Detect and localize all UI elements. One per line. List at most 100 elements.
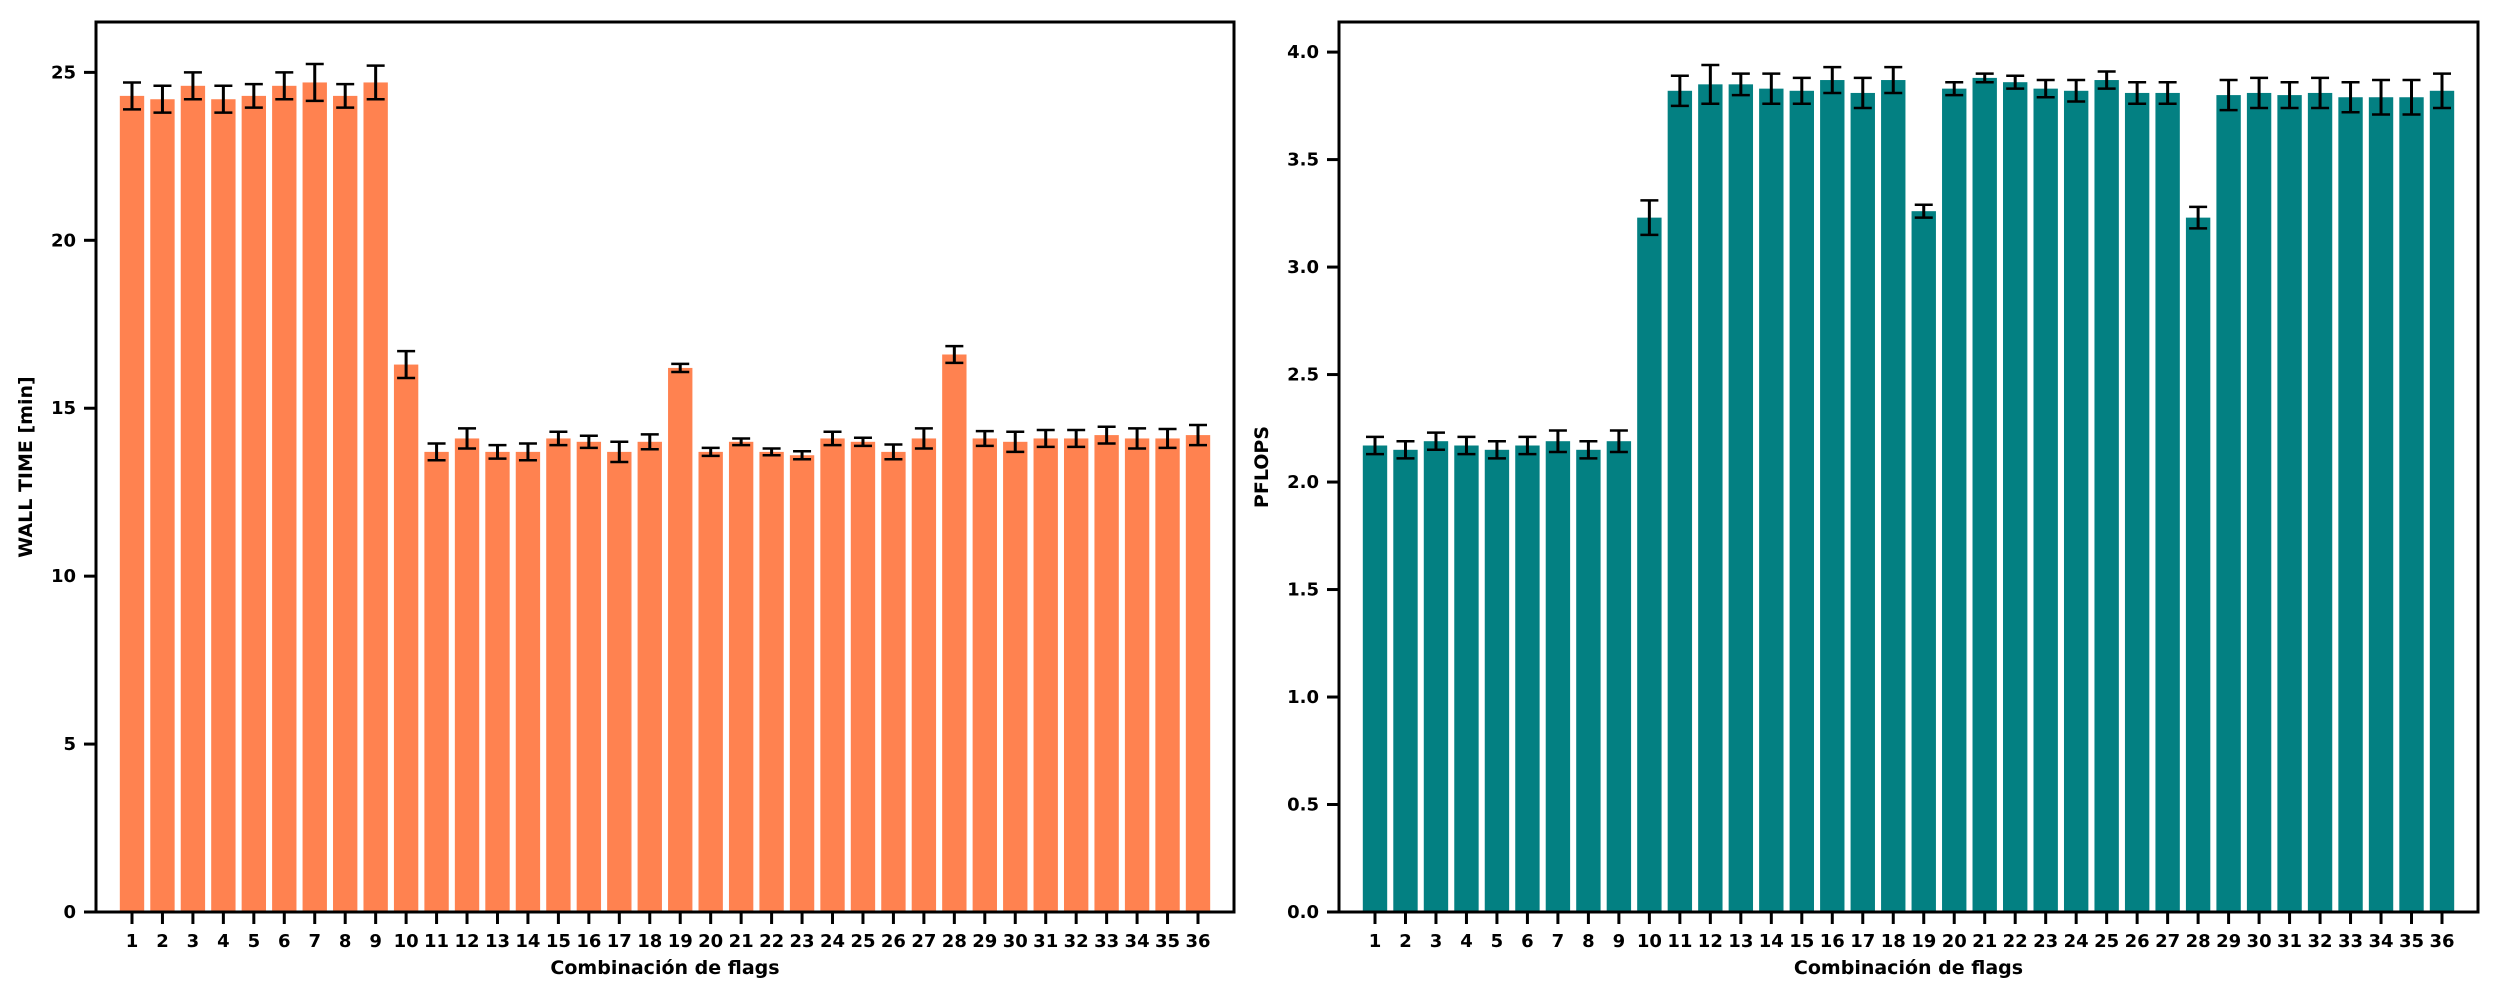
bar-30	[2246, 92, 2272, 913]
errorbar-18	[640, 433, 659, 451]
bar-18	[1881, 80, 1906, 913]
errorbar-4	[1457, 435, 1476, 456]
bar-33	[1094, 435, 1119, 912]
errorbar-24	[2067, 78, 2086, 103]
x-tick-label: 16	[576, 931, 601, 952]
x-tick-label: 19	[668, 931, 693, 952]
x-tick-label: 36	[1185, 931, 1210, 952]
errorbar-6	[1518, 435, 1537, 456]
x-tick-label: 22	[2003, 931, 2028, 952]
x-tick-label: 25	[2094, 931, 2119, 952]
errorbar-24	[823, 430, 842, 447]
bar-25	[850, 441, 876, 912]
x-tick-label: 31	[1033, 931, 1058, 952]
x-tick-label: 31	[2277, 931, 2302, 952]
bar-3	[180, 85, 206, 912]
errorbar-25	[2097, 70, 2116, 90]
bar-7	[302, 82, 327, 913]
bar-13	[1728, 84, 1754, 912]
bar-36	[2429, 90, 2455, 913]
bar-3	[1423, 441, 1449, 912]
x-tick-label: 12	[454, 931, 479, 952]
bar-35	[1155, 438, 1180, 912]
errorbar-15	[1792, 76, 1811, 105]
errorbar-16	[1823, 65, 1842, 95]
errorbar-5	[1487, 439, 1506, 460]
bar-14	[1759, 88, 1784, 912]
errorbar-20	[1945, 80, 1964, 97]
x-tick-label: 8	[1582, 931, 1595, 952]
errorbar-27	[2158, 80, 2177, 105]
bar-23	[789, 455, 815, 912]
x-tick-label: 12	[1698, 931, 1723, 952]
errorbar-32	[2311, 76, 2330, 110]
x-tick-label: 5	[248, 931, 261, 952]
errorbar-9	[1609, 429, 1628, 454]
y-tick-label: 2.5	[1287, 365, 1319, 386]
y-tick-label: 5	[63, 734, 76, 755]
x-tick-label: 30	[1003, 931, 1028, 952]
errorbar-26	[884, 443, 903, 461]
x-tick-label: 36	[2429, 931, 2454, 952]
bar-11	[1667, 90, 1693, 913]
x-tick-label: 17	[1850, 931, 1875, 952]
x-tick-label: 17	[607, 931, 632, 952]
errorbar-35	[1158, 427, 1177, 450]
x-tick-label: 7	[1552, 931, 1565, 952]
x-tick-label: 6	[1521, 931, 1534, 952]
bar-30	[1003, 441, 1028, 912]
errorbar-27	[914, 427, 933, 450]
bar-25	[2094, 80, 2119, 913]
bar-24	[2063, 90, 2089, 913]
bar-9	[1606, 441, 1632, 912]
errorbar-36	[2433, 72, 2451, 110]
bar-21	[1972, 77, 1997, 912]
bar-28	[942, 354, 967, 912]
x-axis-label: Combinación de flags	[1794, 957, 2023, 979]
y-axis-label: PFLOPS	[1251, 426, 1273, 508]
bar-12	[1698, 84, 1723, 912]
x-tick-label: 1	[1369, 931, 1382, 952]
errorbar-31	[2280, 80, 2299, 110]
errorbar-18	[1884, 65, 1903, 95]
axes-frame	[1337, 20, 2480, 914]
errorbar-10	[1640, 199, 1659, 237]
bar-32	[2307, 92, 2333, 913]
bar-26	[2124, 92, 2150, 913]
x-tick-label: 11	[424, 931, 449, 952]
errorbar-34	[2372, 78, 2391, 116]
x-tick-label: 9	[369, 931, 382, 952]
bar-22	[2003, 82, 2028, 912]
x-tick-label: 29	[972, 931, 997, 952]
bar-18	[637, 441, 662, 912]
x-tick-label: 33	[2338, 931, 2363, 952]
x-tick-label: 28	[942, 931, 967, 952]
errorbar-7	[305, 62, 324, 103]
errorbar-22	[762, 447, 781, 457]
x-tick-label: 26	[881, 931, 906, 952]
errorbar-30	[2250, 76, 2269, 110]
bar-26	[881, 451, 906, 912]
y-tick-label: 0	[63, 902, 76, 923]
x-tick-label: 32	[2308, 931, 2333, 952]
x-tick-label: 23	[790, 931, 815, 952]
errorbar-8	[1579, 439, 1598, 460]
errorbar-35	[2402, 78, 2421, 116]
y-tick-label: 3.5	[1287, 150, 1319, 171]
x-tick-label: 6	[278, 931, 291, 952]
errorbar-28	[2189, 205, 2208, 230]
x-tick-label: 33	[1094, 931, 1119, 952]
errorbar-11	[427, 442, 446, 462]
y-tick-label: 2.0	[1287, 472, 1319, 493]
x-tick-label: 20	[1942, 931, 1967, 952]
bar-15	[546, 438, 571, 912]
bar-34	[2368, 97, 2394, 912]
x-tick-label: 5	[1491, 931, 1504, 952]
bar-6	[272, 85, 297, 912]
x-axis-label: Combinación de flags	[550, 957, 779, 979]
x-tick-label: 15	[546, 931, 571, 952]
y-tick-label: 0.0	[1287, 902, 1319, 923]
x-tick-label: 3	[187, 931, 200, 952]
errorbar-6	[275, 71, 294, 101]
x-tick-label: 18	[1881, 931, 1906, 952]
